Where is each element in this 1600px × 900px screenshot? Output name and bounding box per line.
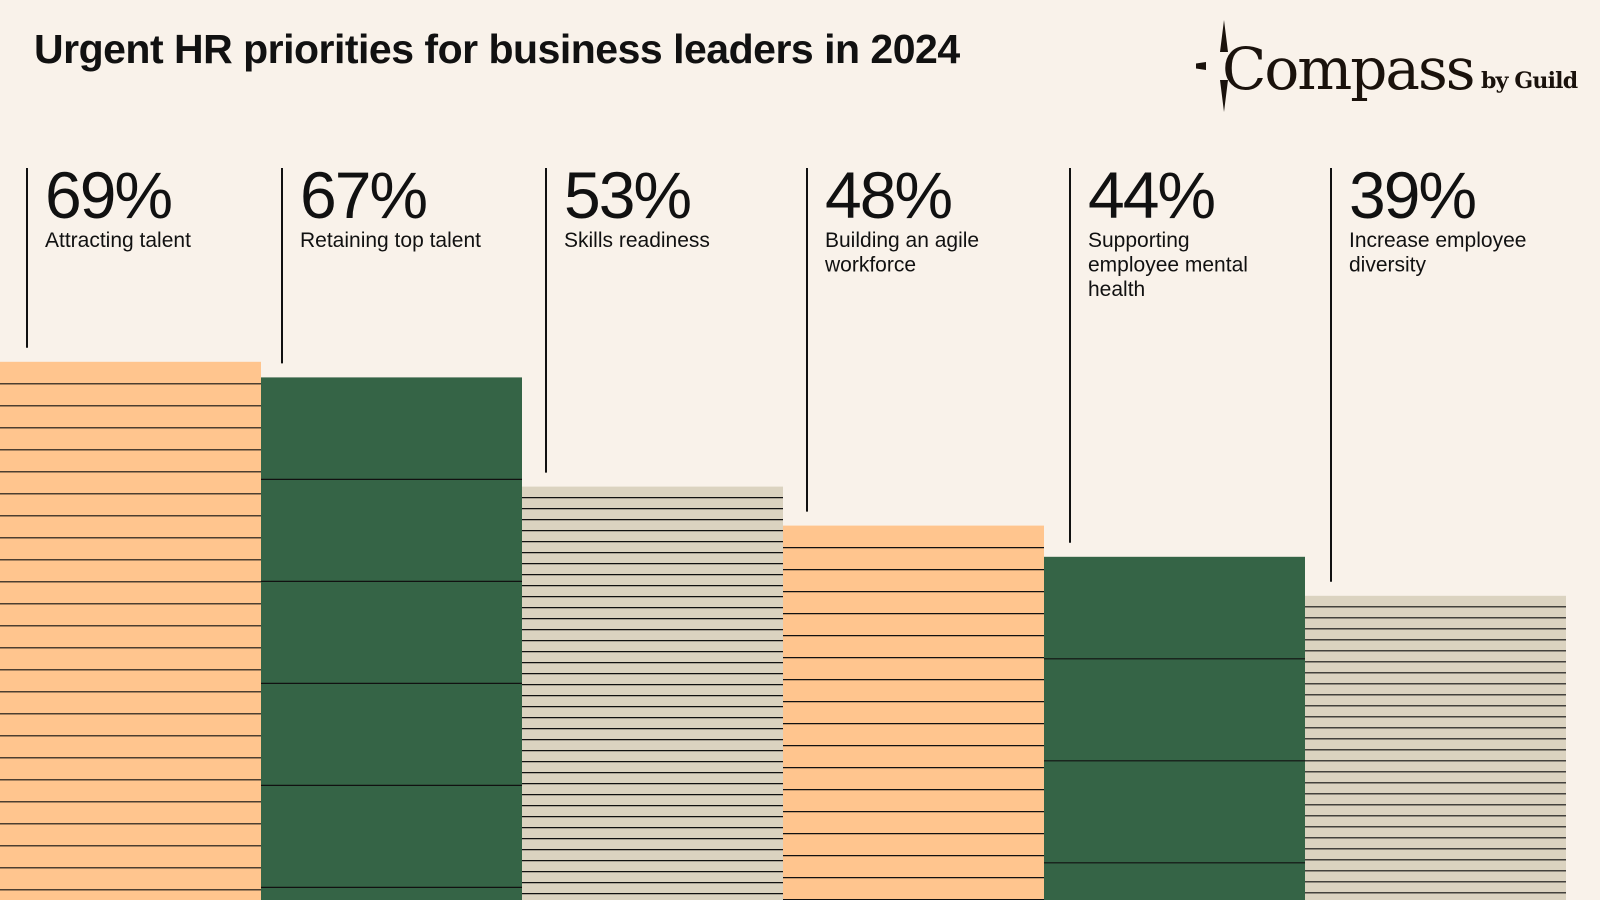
category-label-6: Increase employee (1349, 229, 1526, 252)
bar-2 (261, 377, 522, 900)
bar-3 (522, 486, 783, 900)
compass-logo: Compass by Guild (1196, 18, 1578, 118)
value-label-6: 39% (1349, 158, 1475, 232)
category-label-2: Retaining top talent (300, 229, 481, 252)
category-label-5: health (1088, 278, 1145, 301)
page-title: Urgent HR priorities for business leader… (34, 26, 960, 72)
logo-by-guild: by Guild (1481, 68, 1578, 94)
category-label-5: employee mental (1088, 254, 1248, 277)
category-label-5: Supporting (1088, 229, 1190, 252)
value-label-5: 44% (1088, 158, 1214, 232)
category-label-3: Skills readiness (564, 229, 710, 252)
value-label-3: 53% (564, 158, 690, 232)
value-label-2: 67% (300, 158, 426, 232)
compass-star-icon (1196, 20, 1228, 112)
bar-5 (1044, 556, 1305, 900)
value-label-4: 48% (825, 158, 951, 232)
bar-6 (1305, 595, 1566, 900)
category-label-6: diversity (1349, 254, 1427, 277)
bar-1 (0, 361, 261, 900)
category-label-4: workforce (824, 254, 916, 277)
category-label-4: Building an agile (825, 229, 979, 252)
value-label-1: 69% (45, 158, 171, 232)
logo-wordmark: Compass (1222, 35, 1476, 103)
category-label-1: Attracting talent (45, 229, 191, 252)
bar-4 (783, 525, 1044, 900)
